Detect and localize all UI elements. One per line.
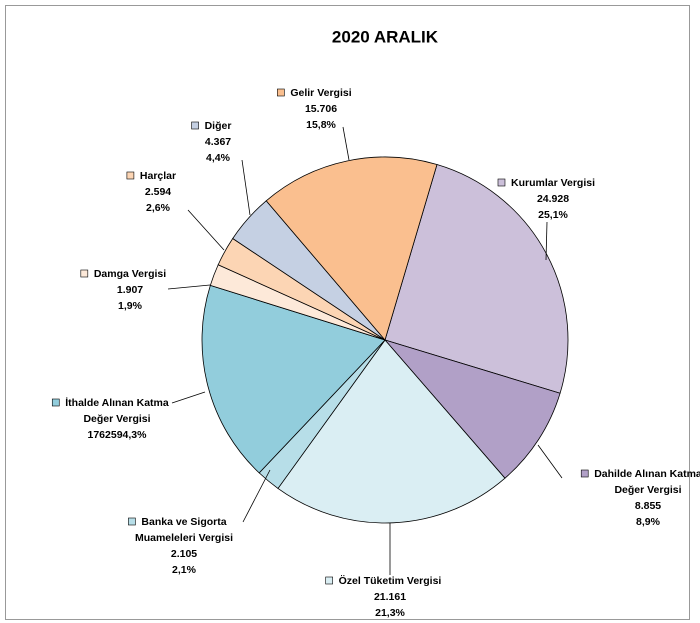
value-label: 4.367 [205, 136, 231, 148]
value-label: 21.161 [374, 591, 406, 603]
pie-slice [265, 156, 438, 341]
leader-line [171, 391, 206, 404]
slice-label: Kurumlar Vergisi [511, 177, 595, 189]
percent-label: 2,6% [146, 202, 171, 214]
percent-label: 94,3% [117, 429, 147, 441]
percent-label: 21,3% [375, 607, 405, 619]
legend-marker [497, 178, 506, 187]
value-label: 2.594 [145, 186, 171, 198]
legend-marker [277, 88, 285, 97]
percent-label: 1,9% [118, 300, 143, 312]
legend-marker [126, 171, 135, 180]
legend-marker [580, 469, 589, 478]
pie-slice [383, 339, 561, 479]
pie-slice [201, 284, 386, 474]
value-label: 8.855 [635, 500, 661, 512]
percent-label: 2,1% [172, 564, 197, 576]
percent-label: 4,4% [206, 152, 231, 164]
leader-line [342, 126, 350, 161]
leader-line [242, 469, 271, 523]
leader-line [187, 209, 225, 251]
value-label: 1.907 [117, 284, 143, 296]
slice-label: Damga Vergisi [94, 268, 166, 280]
leader-line [167, 284, 211, 290]
legend-marker [325, 576, 333, 585]
percent-label: 25,1% [538, 209, 568, 221]
slice-label: Özel Tüketim Vergisi [339, 574, 442, 587]
chart-title: 2020 ARALIK [332, 27, 439, 46]
slice-label: Harçlar [140, 170, 176, 182]
slice-label: İthalde Alınan Katma Değer Vergisi [65, 396, 169, 425]
value-label: 2.105 [171, 548, 197, 560]
percent-label: 15,8% [306, 119, 336, 131]
value-label: 17625 [88, 429, 117, 441]
leader-line [545, 221, 548, 261]
legend-marker [191, 121, 199, 130]
slice-label: Dahilde Alınan Katma Değer Vergisi [594, 468, 700, 496]
value-label-group: 1762594,3% [88, 429, 148, 441]
leader-line [537, 444, 563, 479]
legend-marker [80, 269, 89, 278]
value-label: 24.928 [537, 193, 569, 205]
legend-marker [51, 398, 60, 407]
slice-label: Banka ve Sigorta Muameleleri Vergisi [135, 516, 233, 544]
slice-label: Diğer [205, 120, 232, 132]
slice-label: Gelir Vergisi [290, 87, 351, 99]
pie-slice [277, 339, 506, 524]
value-label: 15.706 [305, 103, 337, 115]
percent-label: 8,9% [636, 516, 661, 528]
leader-line [241, 159, 251, 216]
legend-marker [128, 517, 136, 526]
